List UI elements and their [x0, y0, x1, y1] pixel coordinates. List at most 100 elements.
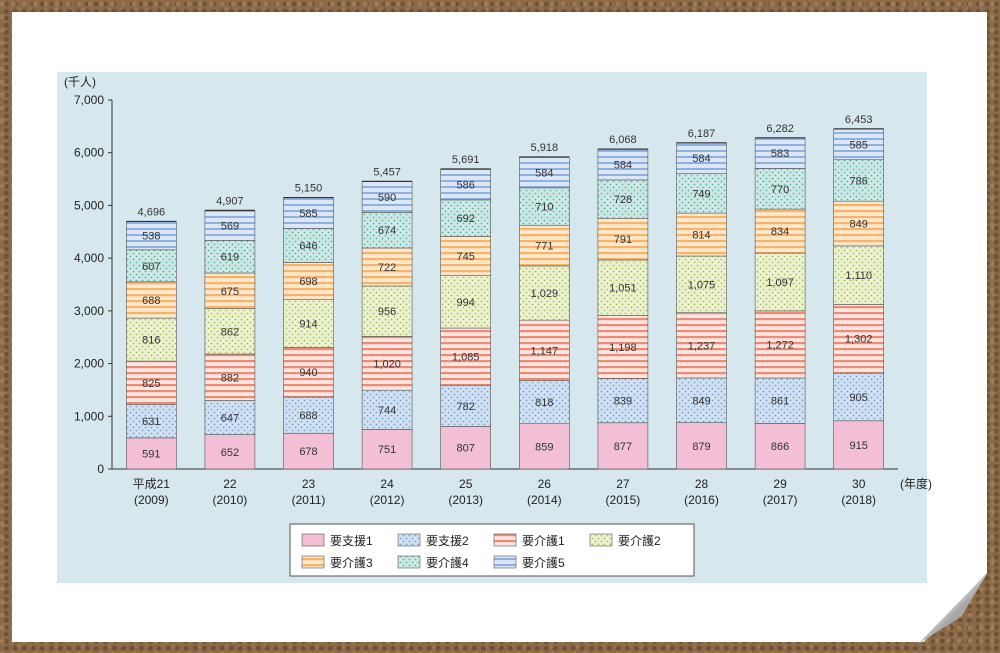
segment-value-label: 807 [457, 443, 475, 455]
total-value-label: 6,282 [766, 123, 794, 135]
bar-segment [440, 384, 492, 427]
total-value-label: 4,907 [216, 195, 244, 207]
segment-value-label: 745 [457, 251, 475, 263]
bar-segment [361, 285, 413, 337]
segment-value-label: 834 [771, 226, 789, 238]
bar-segment [361, 181, 413, 213]
segment-value-label: 825 [142, 378, 160, 390]
bar-segment [676, 377, 727, 423]
bar-segment [126, 317, 177, 362]
segment-value-label: 1,085 [452, 352, 480, 364]
x-tick-label: 24 [380, 477, 394, 491]
segment-value-label: 584 [614, 160, 632, 172]
segment-value-label: 678 [299, 446, 317, 458]
bar-segment [597, 422, 649, 470]
total-value-label: 4,696 [138, 206, 166, 218]
segment-value-label: 816 [142, 335, 160, 347]
x-tick-label: 26 [538, 477, 552, 491]
x-tick-label: 平成21 [133, 477, 171, 491]
bar-segment [204, 210, 256, 241]
total-value-label: 5,457 [373, 166, 401, 178]
segment-value-label: 818 [535, 397, 553, 409]
segment-value-label: 591 [142, 448, 160, 460]
total-value-label: 6,068 [609, 134, 637, 146]
total-value-label: 5,150 [295, 183, 323, 195]
segment-value-label: 749 [692, 188, 710, 200]
segment-value-label: 1,147 [531, 345, 559, 357]
x-tick-label: 25 [459, 477, 473, 491]
bar-segment [440, 327, 492, 386]
segment-value-label: 652 [221, 447, 239, 459]
segment-value-label: 877 [614, 441, 632, 453]
bar-segment [754, 168, 806, 210]
bar-segment [126, 249, 177, 283]
segment-value-label: 646 [299, 240, 317, 252]
bar-segment [440, 426, 492, 470]
segment-value-label: 586 [457, 179, 475, 191]
segment-value-label: 751 [378, 444, 396, 456]
segment-value-label: 849 [692, 395, 710, 407]
segment-value-label: 647 [221, 413, 239, 425]
segment-value-label: 882 [221, 372, 239, 384]
segment-value-label: 862 [221, 326, 239, 338]
legend-label: 要介護4 [426, 555, 469, 570]
legend-label: 要支援2 [426, 534, 469, 548]
segment-value-label: 1,198 [609, 342, 637, 354]
segment-value-label: 956 [378, 306, 396, 318]
segment-value-label: 688 [142, 295, 160, 307]
bar-segment [833, 304, 885, 374]
segment-value-label: 728 [614, 194, 632, 206]
segment-value-label: 584 [535, 167, 553, 179]
segment-value-label: 1,051 [609, 283, 637, 295]
segment-value-label: 585 [850, 139, 868, 151]
segment-value-label: 791 [614, 234, 632, 246]
bar-segment [283, 228, 334, 263]
segment-value-label: 859 [535, 441, 553, 453]
bar-segment [126, 404, 177, 439]
segment-value-label: 710 [535, 202, 553, 214]
bar-segment [518, 156, 570, 189]
bar-segment [833, 128, 885, 161]
segment-value-label: 688 [299, 410, 317, 422]
total-value-label: 5,691 [452, 154, 480, 166]
segment-value-label: 771 [535, 241, 553, 253]
segment-value-label: 1,029 [531, 288, 559, 300]
segment-value-label: 590 [378, 192, 396, 204]
total-value-label: 6,453 [845, 114, 873, 126]
segment-value-label: 1,020 [373, 358, 401, 370]
bar-segment [204, 353, 256, 401]
y-tick-label: 6,000 [74, 146, 104, 160]
bar-segment [833, 159, 885, 202]
bar-segment [754, 208, 806, 254]
bar-segment [518, 187, 570, 226]
segment-value-label: 770 [771, 184, 789, 196]
segment-value-label: 994 [457, 297, 475, 309]
segment-value-label: 744 [378, 405, 396, 417]
legend-label: 要介護5 [522, 555, 565, 570]
segment-value-label: 675 [221, 286, 239, 298]
y-unit-label: (千人) [64, 75, 96, 89]
legend-swatch [493, 533, 517, 547]
legend-swatch [397, 533, 421, 547]
segment-value-label: 905 [850, 392, 868, 404]
bar-segment [361, 389, 413, 430]
segment-value-label: 839 [614, 396, 632, 408]
y-tick-label: 1,000 [74, 409, 104, 423]
legend-swatch [397, 555, 421, 569]
bar-segment [204, 272, 256, 309]
bar-segment [518, 319, 570, 381]
bar-segment [676, 212, 727, 257]
legend-label: 要介護1 [522, 533, 565, 548]
segment-value-label: 1,272 [766, 339, 794, 351]
total-value-label: 6,187 [688, 128, 716, 140]
segment-value-label: 1,075 [688, 279, 716, 291]
legend-swatch [493, 555, 517, 569]
segment-value-label: 585 [299, 208, 317, 220]
x-tick-label-year: (2009) [134, 493, 169, 507]
bar-segment [676, 173, 727, 214]
y-tick-label: 2,000 [74, 357, 104, 371]
segment-value-label: 692 [457, 213, 475, 225]
x-tick-label-year: (2010) [213, 493, 248, 507]
bar-segment [518, 265, 570, 321]
